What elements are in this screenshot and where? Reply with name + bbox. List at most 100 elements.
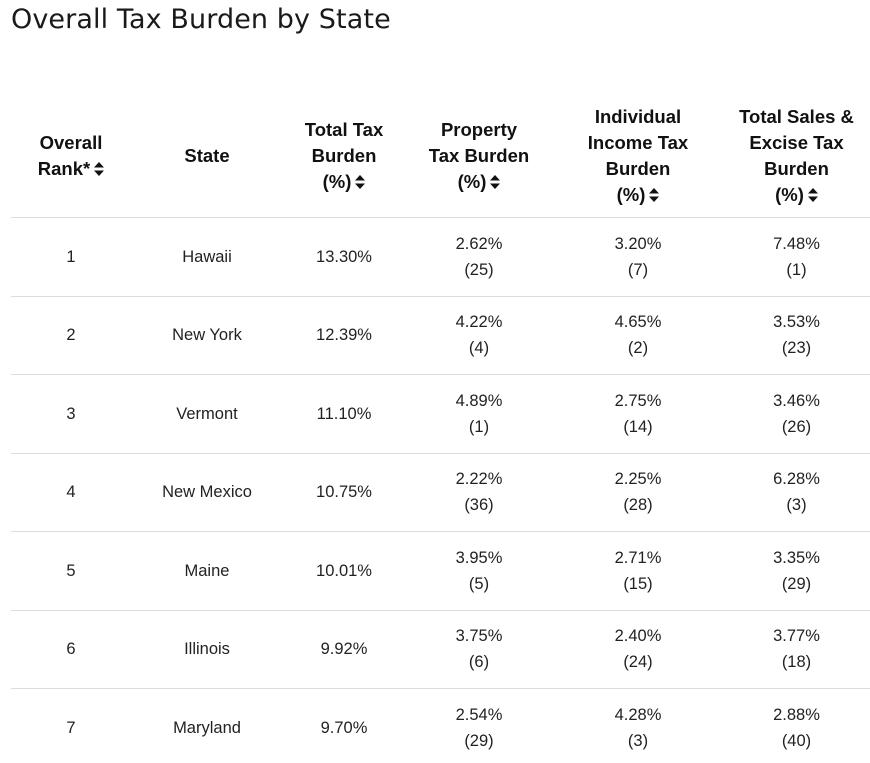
income-tax-pct: 4.65% — [614, 313, 662, 332]
sort-icon[interactable] — [807, 188, 818, 202]
property-tax-cell: 2.22% (36) — [405, 454, 553, 532]
property-tax-cell: 4.22% (4) — [405, 297, 553, 375]
header-line: Total Sales & — [739, 106, 854, 127]
header-line: (%) — [457, 171, 487, 192]
table-header-row: Overall Rank* State Total Tax Burden (%)… — [11, 95, 870, 218]
sales-tax-cell: 3.53% (23) — [723, 297, 870, 375]
total-tax-cell: 10.01% — [316, 561, 372, 580]
sales-tax-cell: 7.48% (1) — [723, 218, 870, 296]
header-line: Burden — [605, 158, 671, 179]
sales-tax-pct: 3.46% — [773, 391, 820, 410]
header-line: (%) — [616, 184, 646, 205]
property-tax-rank: (6) — [468, 653, 490, 672]
sales-tax-cell: 6.28% (3) — [723, 454, 870, 532]
income-tax-pct: 4.28% — [614, 706, 662, 725]
sales-tax-cell: 3.46% (26) — [723, 375, 870, 453]
property-tax-rank: (25) — [464, 260, 494, 279]
header-line: Property — [440, 119, 518, 140]
header-line: Burden — [311, 145, 377, 166]
total-tax-cell: 9.70% — [320, 719, 368, 738]
sort-icon[interactable] — [94, 162, 105, 176]
sales-tax-rank: (29) — [781, 574, 812, 593]
income-tax-cell: 3.20% (7) — [553, 218, 723, 296]
property-tax-rank: (36) — [464, 496, 494, 515]
header-line: Individual — [594, 106, 682, 127]
header-line: (%) — [322, 171, 352, 192]
table-row: 4 New Mexico 10.75% 2.22% (36) 2.25% (28) … — [11, 454, 870, 532]
sales-tax-pct: 3.53% — [773, 313, 820, 332]
state-cell: New Mexico — [162, 483, 252, 502]
header-line: Income Tax — [587, 132, 689, 153]
table-row: 2 New York 12.39% 4.22% (4) 4.65% (2) 3.53… — [11, 297, 870, 375]
sort-icon[interactable] — [649, 188, 660, 202]
sales-tax-pct: 7.48% — [773, 234, 820, 253]
property-tax-pct: 2.54% — [455, 706, 503, 725]
income-tax-pct: 2.71% — [614, 548, 662, 567]
column-header-state: State — [131, 95, 283, 217]
header-line: Overall — [39, 132, 103, 153]
income-tax-cell: 2.75% (14) — [553, 375, 723, 453]
sales-tax-pct: 2.88% — [773, 706, 820, 725]
table-row: 7 Maryland 9.70% 2.54% (29) 4.28% (3) 2.88… — [11, 689, 870, 763]
property-tax-pct: 4.89% — [455, 391, 503, 410]
rank-cell: 4 — [66, 483, 76, 502]
state-cell: Maryland — [173, 719, 241, 738]
page-title: Overall Tax Burden by State — [11, 4, 391, 35]
header-line: (%) — [775, 184, 804, 205]
state-cell: Illinois — [184, 640, 230, 659]
rank-cell: 5 — [66, 561, 76, 580]
sales-tax-pct: 6.28% — [773, 470, 820, 489]
income-tax-rank: (2) — [627, 339, 649, 358]
sales-tax-rank: (3) — [786, 496, 807, 515]
table-row: 1 Hawaii 13.30% 2.62% (25) 3.20% (7) 7.48%… — [11, 218, 870, 297]
column-header-total-tax-burden[interactable]: Total Tax Burden (%) — [283, 95, 405, 217]
sales-tax-pct: 3.35% — [773, 548, 820, 567]
sales-tax-pct: 3.77% — [773, 627, 820, 646]
column-header-total-sales-excise-tax-burden[interactable]: Total Sales & Excise Tax Burden (%) — [723, 95, 870, 217]
property-tax-cell: 3.75% (6) — [405, 611, 553, 689]
header-line: Tax Burden — [428, 145, 530, 166]
income-tax-pct: 2.25% — [614, 470, 662, 489]
total-tax-cell: 9.92% — [320, 640, 368, 659]
total-tax-cell: 13.30% — [316, 247, 372, 266]
property-tax-cell: 2.54% (29) — [405, 689, 553, 763]
table-row: 3 Vermont 11.10% 4.89% (1) 2.75% (14) 3.46… — [11, 375, 870, 454]
table-row: 5 Maine 10.01% 3.95% (5) 2.71% (15) 3.35% (… — [11, 532, 870, 611]
column-header-individual-income-tax-burden[interactable]: Individual Income Tax Burden (%) — [553, 95, 723, 217]
state-cell: Hawaii — [182, 247, 232, 266]
sales-tax-cell: 2.88% (40) — [723, 689, 870, 763]
header-line: State — [184, 145, 230, 166]
sales-tax-rank: (1) — [786, 260, 807, 279]
sort-icon[interactable] — [490, 175, 501, 189]
property-tax-pct: 3.75% — [455, 627, 503, 646]
property-tax-rank: (5) — [468, 574, 490, 593]
property-tax-rank: (4) — [468, 339, 490, 358]
property-tax-rank: (1) — [468, 417, 490, 436]
property-tax-pct: 3.95% — [455, 548, 503, 567]
income-tax-cell: 4.65% (2) — [553, 297, 723, 375]
rank-cell: 3 — [66, 404, 76, 423]
rank-cell: 1 — [66, 247, 76, 266]
sort-icon[interactable] — [355, 175, 366, 189]
column-header-property-tax-burden[interactable]: Property Tax Burden (%) — [405, 95, 553, 217]
income-tax-rank: (14) — [623, 417, 653, 436]
column-header-overall-rank[interactable]: Overall Rank* — [11, 95, 131, 217]
property-tax-cell: 3.95% (5) — [405, 532, 553, 610]
income-tax-rank: (28) — [623, 496, 653, 515]
sales-tax-cell: 3.35% (29) — [723, 532, 870, 610]
income-tax-rank: (24) — [623, 653, 653, 672]
income-tax-rank: (15) — [623, 574, 653, 593]
income-tax-rank: (7) — [627, 260, 649, 279]
rank-cell: 6 — [66, 640, 76, 659]
header-line: Total Tax — [304, 119, 384, 140]
total-tax-cell: 11.10% — [316, 404, 372, 423]
property-tax-cell: 4.89% (1) — [405, 375, 553, 453]
header-line: Burden — [764, 158, 829, 179]
table-row: 6 Illinois 9.92% 3.75% (6) 2.40% (24) 3.77… — [11, 611, 870, 689]
property-tax-pct: 4.22% — [455, 313, 503, 332]
income-tax-rank: (3) — [627, 732, 649, 751]
sales-tax-rank: (26) — [781, 417, 812, 436]
rank-cell: 7 — [66, 719, 76, 738]
sales-tax-rank: (40) — [781, 732, 812, 751]
header-line: Rank* — [37, 158, 91, 179]
